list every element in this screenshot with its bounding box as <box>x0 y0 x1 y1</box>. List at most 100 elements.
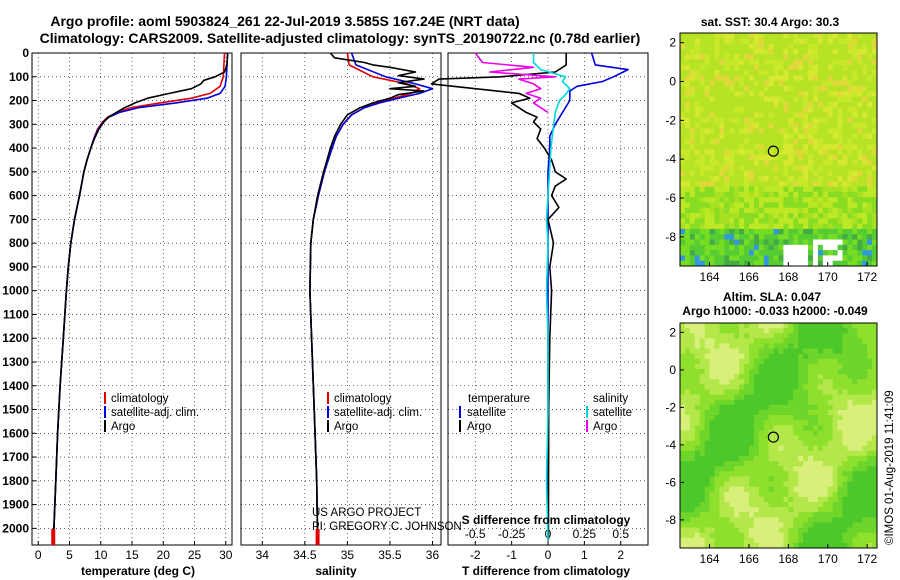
sst-map-cell <box>714 91 720 97</box>
alt-map-cell <box>773 466 779 472</box>
sst-map-cell <box>842 250 848 256</box>
sst-map-cell <box>744 213 750 219</box>
alt-map-cell <box>724 379 730 385</box>
alt-map-cell <box>680 363 686 370</box>
alt-map-cell <box>748 420 755 426</box>
sst-map-cell <box>748 54 755 60</box>
alt-map-cell <box>684 338 691 344</box>
alt-map-cell <box>684 420 691 426</box>
alt-map-cell <box>704 476 710 482</box>
sst-map-cell <box>862 170 868 177</box>
sst-map-cell <box>867 117 873 124</box>
sst-map-cell <box>773 234 779 240</box>
alt-map-cell <box>832 522 838 528</box>
sst-map-cell <box>788 75 794 82</box>
alt-map-cell <box>867 384 873 390</box>
alt-map-cell <box>680 527 686 534</box>
sst-map-cell <box>729 91 735 97</box>
alt-map-cell <box>803 507 809 513</box>
sst-map-cell <box>714 107 720 113</box>
alt-map-cell <box>867 328 873 334</box>
alt-map-cell <box>748 522 755 528</box>
alt-map-cell <box>699 512 706 518</box>
alt-map-cell <box>719 517 725 523</box>
sst-map-cell <box>852 85 858 92</box>
sst-map-cell <box>837 154 843 161</box>
alt-map-cell <box>748 476 755 482</box>
alt-map-cell <box>719 399 725 406</box>
sst-map-cell <box>812 33 819 39</box>
alt-map-cell <box>808 430 814 436</box>
sst-map-cell <box>798 223 804 230</box>
alt-map-cell <box>758 486 765 493</box>
alt-map-cell <box>872 532 878 539</box>
sst-map-cell <box>763 107 770 113</box>
sst-map-cell <box>729 64 735 71</box>
alt-map-cell <box>827 358 834 365</box>
sst-map-cell <box>788 160 794 166</box>
sst-map-cell <box>837 117 843 124</box>
alt-map-cell <box>817 328 824 334</box>
sst-map-cell <box>872 223 878 230</box>
sst-map-cell <box>827 223 834 230</box>
sst-map-cell <box>694 218 701 225</box>
alt-map-cell <box>699 374 706 380</box>
alt-map-cell <box>758 455 765 462</box>
sst-map-cell <box>867 138 873 145</box>
sst-map-cell <box>699 228 706 235</box>
alt-map-cell <box>793 486 799 493</box>
sst-map-cell <box>857 144 863 150</box>
sst-map-cell <box>689 38 696 44</box>
sst-map-cell <box>847 207 853 214</box>
sst-map-cell <box>798 80 804 87</box>
sst-map-cell <box>689 218 696 225</box>
alt-map-cell <box>808 369 814 375</box>
alt-map-cell <box>832 440 838 447</box>
alt-map-cell <box>694 404 701 411</box>
sst-map-cell <box>763 223 770 230</box>
sst-map-cell <box>837 128 843 135</box>
sst-map-cell <box>847 191 853 198</box>
alt-map-cell <box>773 338 779 344</box>
sst-map-cell <box>862 197 868 203</box>
sst-map-cell <box>852 244 858 251</box>
sst-map-cell <box>803 213 809 219</box>
sst-map-cell <box>842 91 848 97</box>
alt-map-cell <box>852 445 858 452</box>
sst-map-cell <box>803 244 809 251</box>
sst-map-cell <box>694 170 701 177</box>
sst-map-cell <box>822 160 829 166</box>
sst-map-cell <box>817 202 824 209</box>
alt-map-cell <box>684 399 691 406</box>
sst-map-cell <box>773 218 779 225</box>
alt-map-cell <box>729 358 735 365</box>
alt-map-cell <box>867 374 873 380</box>
sst-map-cell <box>837 123 843 129</box>
alt-map-cell <box>753 435 760 442</box>
alt-map-cell <box>822 420 829 426</box>
alt-map-cell <box>689 348 696 355</box>
alt-map-cell <box>734 420 740 426</box>
sst-map-cell <box>788 70 794 76</box>
map-y-tick-label: -8 <box>665 230 676 244</box>
alt-map-cell <box>689 481 696 488</box>
alt-map-cell <box>739 348 745 355</box>
sst-map-cell <box>798 123 804 129</box>
alt-map-cell <box>724 363 730 370</box>
sst-map-cell <box>862 117 868 124</box>
alt-map-cell <box>822 415 829 421</box>
alt-map-cell <box>768 435 774 442</box>
alt-map-cell <box>729 338 735 344</box>
alt-map-cell <box>798 466 804 472</box>
alt-map-cell <box>847 333 853 339</box>
sst-map-cell <box>714 80 720 87</box>
sst-map-cell <box>758 80 765 87</box>
alt-map-cell <box>748 343 755 349</box>
alt-map-cell <box>680 338 686 344</box>
sst-map-cell <box>798 48 804 55</box>
alt-map-cell <box>773 527 779 534</box>
alt-map-cell <box>744 415 750 421</box>
alt-map-cell <box>778 466 784 472</box>
sst-map-cell <box>734 38 740 44</box>
alt-map-cell <box>699 343 706 349</box>
